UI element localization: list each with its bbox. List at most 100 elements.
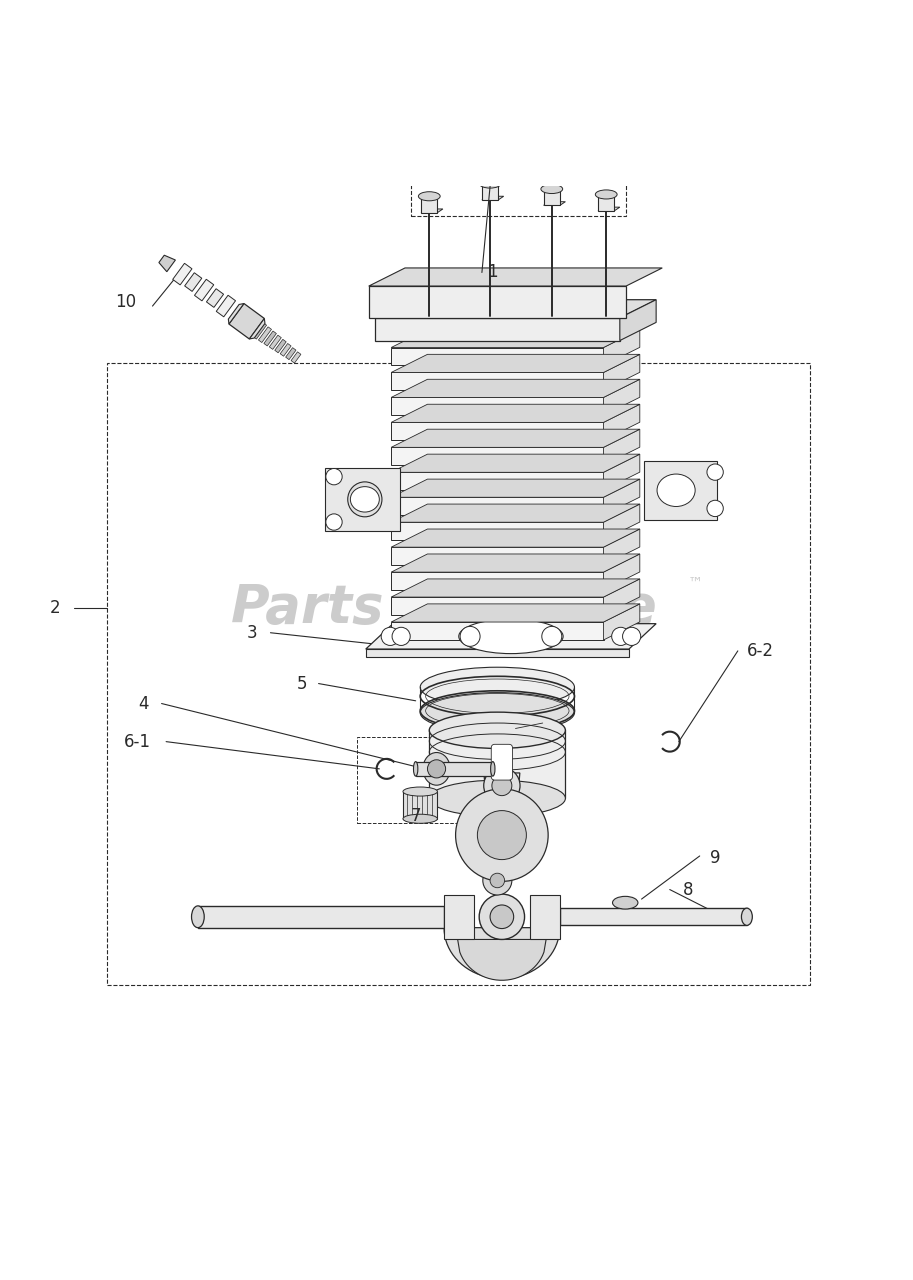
Circle shape	[460, 626, 480, 646]
Polygon shape	[444, 928, 560, 979]
Polygon shape	[391, 422, 603, 440]
Polygon shape	[286, 348, 296, 360]
Polygon shape	[603, 529, 640, 566]
Polygon shape	[444, 895, 474, 938]
Polygon shape	[206, 289, 224, 307]
Polygon shape	[391, 504, 640, 522]
Text: 1: 1	[488, 264, 498, 282]
Polygon shape	[603, 454, 640, 490]
Ellipse shape	[348, 481, 382, 517]
Polygon shape	[391, 479, 640, 497]
Ellipse shape	[595, 189, 617, 198]
Ellipse shape	[613, 896, 638, 909]
Ellipse shape	[351, 486, 379, 512]
Polygon shape	[184, 273, 202, 292]
Polygon shape	[258, 326, 271, 343]
Polygon shape	[375, 300, 656, 317]
Text: 6-1: 6-1	[123, 732, 151, 750]
Ellipse shape	[403, 814, 437, 823]
Polygon shape	[391, 372, 603, 390]
Ellipse shape	[418, 192, 440, 201]
Circle shape	[427, 760, 446, 778]
Bar	[107, 364, 811, 984]
Circle shape	[483, 867, 512, 895]
Ellipse shape	[423, 753, 450, 785]
Polygon shape	[366, 649, 629, 657]
Circle shape	[490, 905, 514, 928]
Polygon shape	[482, 183, 498, 200]
Circle shape	[623, 627, 641, 645]
Text: 8: 8	[683, 881, 693, 899]
Polygon shape	[484, 773, 519, 845]
Polygon shape	[391, 554, 640, 572]
Circle shape	[490, 873, 505, 888]
Circle shape	[612, 627, 630, 645]
Polygon shape	[391, 572, 603, 590]
Polygon shape	[530, 895, 560, 938]
Ellipse shape	[403, 787, 437, 796]
Polygon shape	[391, 472, 603, 490]
Polygon shape	[543, 189, 560, 205]
Polygon shape	[228, 303, 244, 324]
Polygon shape	[429, 731, 565, 799]
Polygon shape	[159, 255, 175, 271]
Polygon shape	[391, 579, 640, 596]
Polygon shape	[198, 906, 444, 928]
Polygon shape	[403, 791, 437, 819]
Polygon shape	[391, 522, 603, 540]
Polygon shape	[391, 429, 640, 447]
Polygon shape	[603, 479, 640, 516]
Text: 9: 9	[710, 849, 720, 867]
Circle shape	[541, 626, 561, 646]
Ellipse shape	[429, 781, 565, 817]
Circle shape	[392, 627, 410, 645]
Polygon shape	[369, 268, 662, 287]
Polygon shape	[391, 398, 603, 416]
Circle shape	[382, 627, 399, 645]
Text: Tree: Tree	[530, 582, 656, 634]
Polygon shape	[598, 195, 614, 211]
Polygon shape	[264, 332, 277, 346]
Text: 2: 2	[50, 599, 61, 617]
Text: 5: 5	[297, 675, 308, 692]
Polygon shape	[366, 623, 656, 649]
Polygon shape	[194, 279, 214, 301]
Circle shape	[479, 895, 525, 940]
Circle shape	[492, 776, 512, 796]
Polygon shape	[603, 429, 640, 466]
Ellipse shape	[479, 179, 501, 188]
Polygon shape	[391, 529, 640, 547]
Circle shape	[707, 463, 723, 480]
Text: 10: 10	[115, 293, 136, 311]
Circle shape	[484, 768, 520, 804]
Polygon shape	[253, 323, 267, 339]
Polygon shape	[391, 404, 640, 422]
Polygon shape	[391, 348, 603, 366]
Polygon shape	[391, 355, 640, 372]
Ellipse shape	[429, 712, 565, 749]
Polygon shape	[275, 339, 286, 353]
Polygon shape	[391, 604, 640, 622]
Polygon shape	[543, 202, 565, 205]
Circle shape	[456, 788, 548, 882]
Polygon shape	[269, 335, 281, 349]
Polygon shape	[603, 604, 640, 640]
Polygon shape	[375, 317, 620, 340]
Polygon shape	[560, 908, 747, 925]
Polygon shape	[216, 296, 236, 317]
Text: ™: ™	[687, 576, 703, 591]
Bar	[357, 737, 507, 823]
Text: 3: 3	[247, 623, 257, 641]
Ellipse shape	[192, 906, 205, 928]
Polygon shape	[598, 207, 620, 211]
Polygon shape	[421, 196, 437, 212]
Polygon shape	[391, 379, 640, 398]
Polygon shape	[603, 404, 640, 440]
Polygon shape	[391, 497, 603, 516]
Ellipse shape	[414, 762, 418, 776]
Circle shape	[477, 810, 527, 860]
Polygon shape	[457, 940, 546, 980]
Text: 7: 7	[411, 808, 421, 826]
Polygon shape	[603, 554, 640, 590]
Polygon shape	[603, 355, 640, 390]
